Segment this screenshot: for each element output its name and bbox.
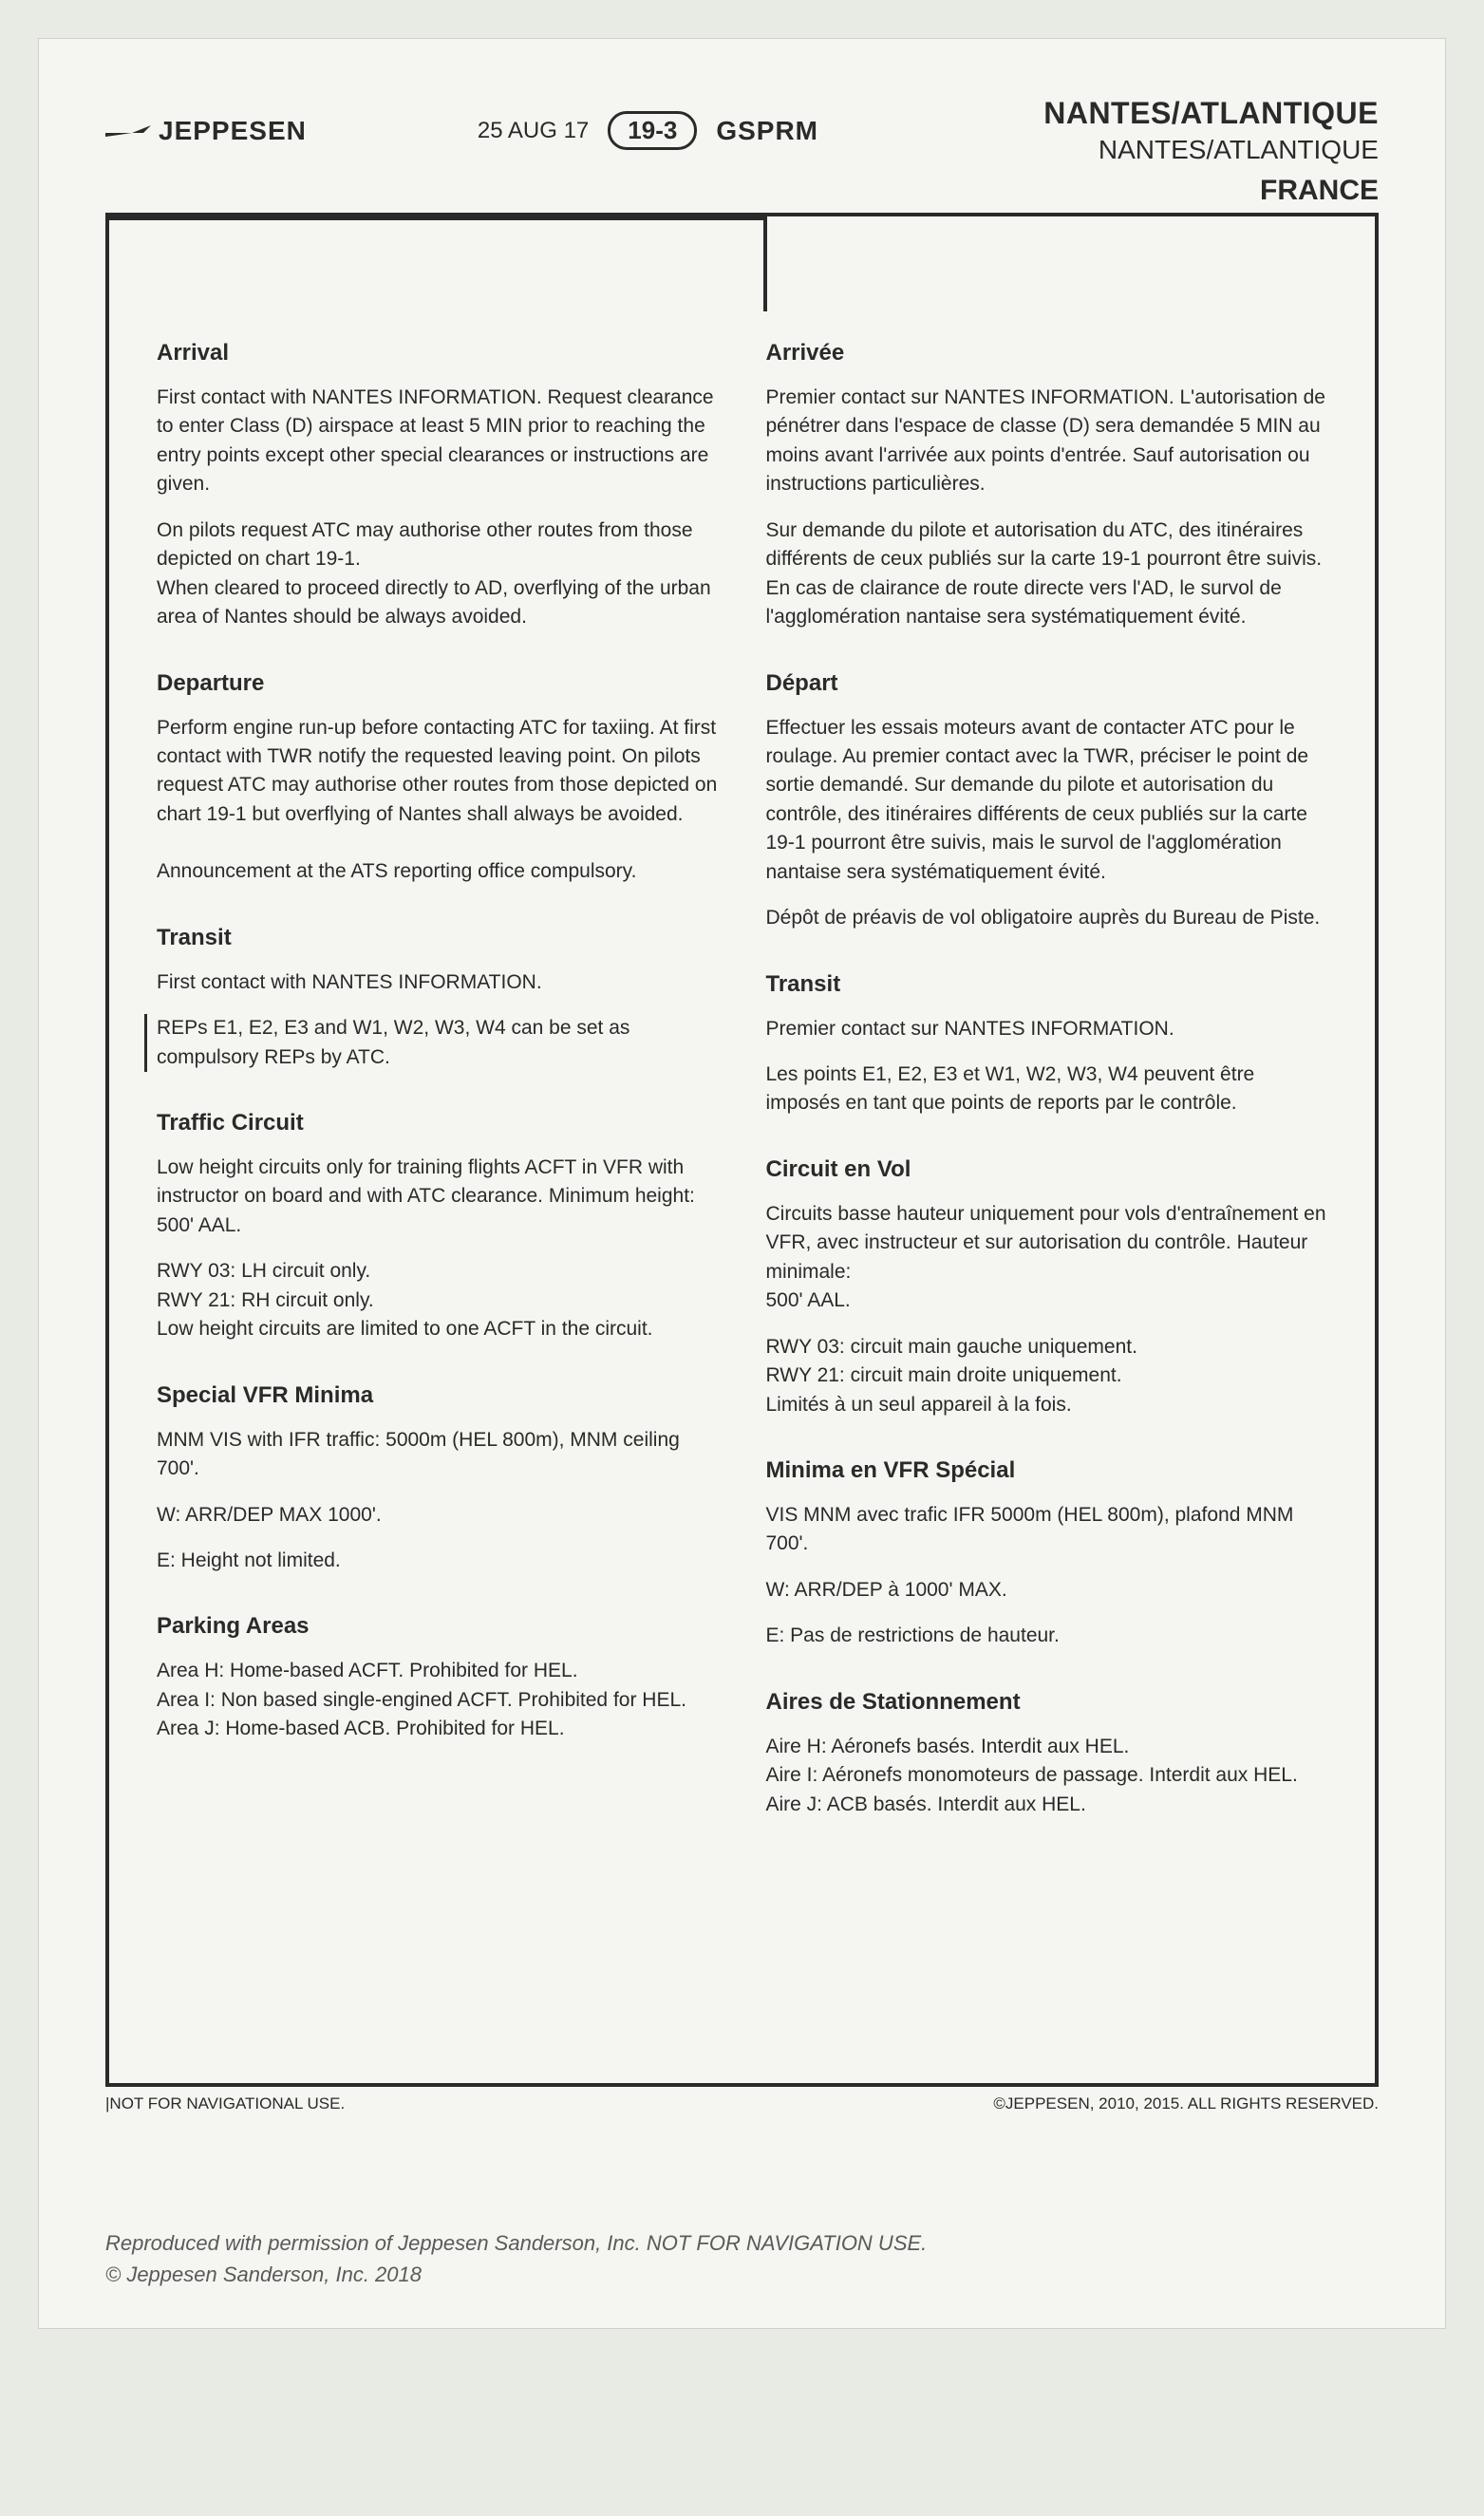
wing-icon	[105, 123, 151, 139]
column-french: Arrivée Premier contact sur NANTES INFOR…	[766, 340, 1328, 1836]
parking-p1-fr: Aire H: Aéronefs basés. Interdit aux HEL…	[766, 1733, 1328, 1819]
transit-p1-en: First contact with NANTES INFORMATION.	[157, 968, 719, 997]
departure-p2-en: Announcement at the ATS reporting office…	[157, 857, 719, 886]
departure-title-en: Departure	[157, 670, 719, 697]
svfr-p1-fr: VIS MNM avec trafic IFR 5000m (HEL 800m)…	[766, 1501, 1328, 1559]
arrival-p2-fr: Sur demande du pilote et autorisation du…	[766, 516, 1328, 632]
frame-top-notch	[109, 216, 1375, 311]
country-label: FRANCE	[105, 175, 1379, 216]
repro-line1: Reproduced with permission of Jeppesen S…	[105, 2227, 1379, 2259]
traffic-p2-en: RWY 03: LH circuit only.RWY 21: RH circu…	[157, 1257, 719, 1343]
chart-date: 25 AUG 17	[478, 118, 589, 144]
svfr-p1-en: MNM VIS with IFR traffic: 5000m (HEL 800…	[157, 1426, 719, 1484]
svfr-title-en: Special VFR Minima	[157, 1382, 719, 1409]
page: JEPPESEN 25 AUG 17 19-3 GSPRM NANTES/ATL…	[38, 38, 1446, 2329]
transit-title-en: Transit	[157, 925, 719, 951]
traffic-p1-fr: Circuits basse hauteur uniquement pour v…	[766, 1200, 1328, 1316]
svfr-p2-en: W: ARR/DEP MAX 1000'.	[157, 1501, 719, 1530]
departure-title-fr: Départ	[766, 670, 1328, 697]
parking-title-en: Parking Areas	[157, 1613, 719, 1640]
arrival-p2-en: On pilots request ATC may authorise othe…	[157, 516, 719, 632]
two-column-content: Arrival First contact with NANTES INFORM…	[109, 311, 1375, 2083]
traffic-p1-en: Low height circuits only for training fl…	[157, 1154, 719, 1240]
footer-left: |NOT FOR NAVIGATIONAL USE.	[105, 2094, 345, 2113]
transit-p2-en: REPs E1, E2, E3 and W1, W2, W3, W4 can b…	[144, 1014, 719, 1072]
date-page-group: 25 AUG 17 19-3 GSPRM	[478, 111, 818, 150]
airport-name-sub: NANTES/ATLANTIQUE	[1043, 135, 1379, 165]
traffic-p2-fr: RWY 03: circuit main gauche uniquement.R…	[766, 1333, 1328, 1419]
header-right: NANTES/ATLANTIQUE NANTES/ATLANTIQUE	[1043, 96, 1379, 165]
brand-text: JEPPESEN	[159, 116, 307, 146]
frame-top-right-gap	[767, 216, 1375, 311]
reproduction-notice: Reproduced with permission of Jeppesen S…	[105, 2227, 1379, 2290]
traffic-title-en: Traffic Circuit	[157, 1110, 719, 1136]
arrival-p1-en: First contact with NANTES INFORMATION. R…	[157, 384, 719, 499]
content-frame: Arrival First contact with NANTES INFORM…	[105, 216, 1379, 2087]
footer-row: |NOT FOR NAVIGATIONAL USE. ©JEPPESEN, 20…	[105, 2094, 1379, 2113]
header-left: JEPPESEN 25 AUG 17 19-3 GSPRM	[105, 111, 818, 150]
parking-p1-en: Area H: Home-based ACFT. Prohibited for …	[157, 1657, 719, 1743]
arrival-title-en: Arrival	[157, 340, 719, 366]
departure-p1-en: Perform engine run-up before contacting …	[157, 714, 719, 830]
arrival-p1-fr: Premier contact sur NANTES INFORMATION. …	[766, 384, 1328, 499]
header-row: JEPPESEN 25 AUG 17 19-3 GSPRM NANTES/ATL…	[105, 96, 1379, 165]
svfr-title-fr: Minima en VFR Spécial	[766, 1457, 1328, 1484]
airport-name-main: NANTES/ATLANTIQUE	[1043, 96, 1379, 131]
repro-line2: © Jeppesen Sanderson, Inc. 2018	[105, 2259, 1379, 2290]
brand-logo: JEPPESEN	[105, 116, 307, 146]
arrival-title-fr: Arrivée	[766, 340, 1328, 366]
parking-title-fr: Aires de Stationnement	[766, 1689, 1328, 1716]
transit-title-fr: Transit	[766, 971, 1328, 998]
departure-p1-fr: Effectuer les essais moteurs avant de co…	[766, 714, 1328, 888]
page-code: 19-3	[608, 111, 697, 150]
departure-p2-fr: Dépôt de préavis de vol obligatoire aupr…	[766, 904, 1328, 932]
transit-p2-fr: Les points E1, E2, E3 et W1, W2, W3, W4 …	[766, 1061, 1328, 1118]
svfr-p3-en: E: Height not limited.	[157, 1547, 719, 1575]
svfr-p2-fr: W: ARR/DEP à 1000' MAX.	[766, 1576, 1328, 1605]
svfr-p3-fr: E: Pas de restrictions de hauteur.	[766, 1622, 1328, 1650]
frame-top-left-box	[109, 216, 767, 311]
transit-p1-fr: Premier contact sur NANTES INFORMATION.	[766, 1015, 1328, 1043]
footer-right: ©JEPPESEN, 2010, 2015. ALL RIGHTS RESERV…	[993, 2094, 1379, 2113]
column-english: Arrival First contact with NANTES INFORM…	[157, 340, 719, 1836]
traffic-title-fr: Circuit en Vol	[766, 1156, 1328, 1183]
doc-code: GSPRM	[716, 116, 818, 146]
